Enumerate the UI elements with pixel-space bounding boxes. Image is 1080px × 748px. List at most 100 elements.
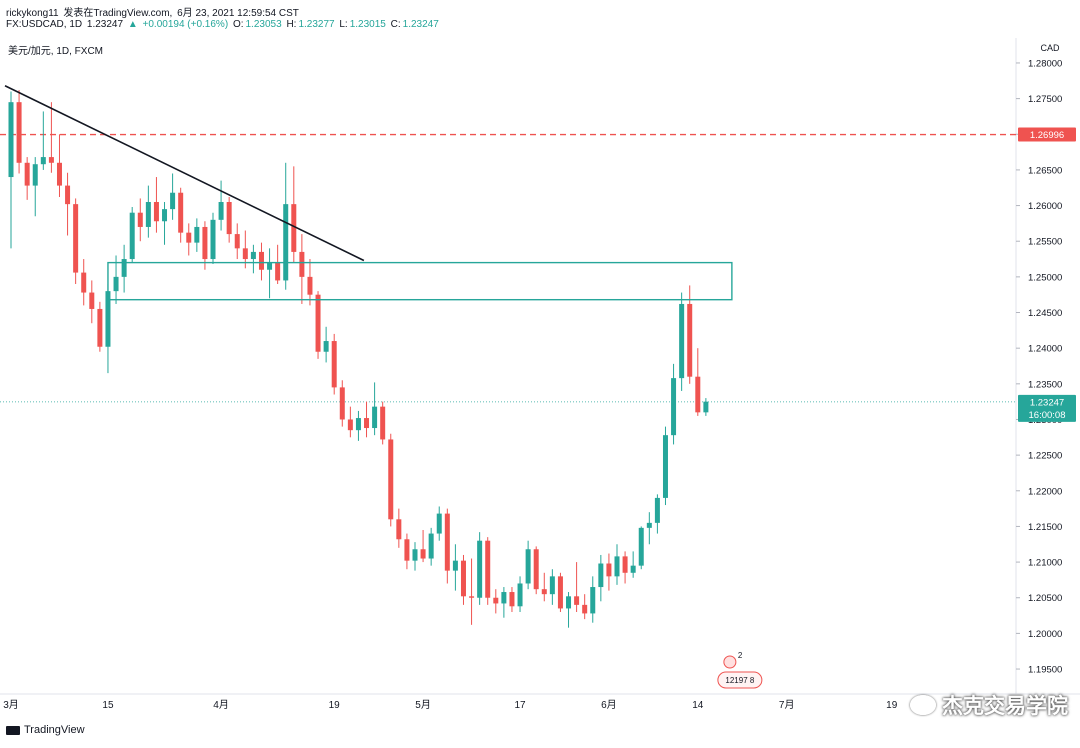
candle-body [16, 102, 22, 163]
candle-body [242, 248, 248, 260]
candle-body [170, 192, 176, 210]
tradingview-logo-icon [6, 725, 20, 735]
published-on-text: 发表在TradingView.com, [63, 8, 173, 19]
candle [404, 533, 410, 570]
candle-body [258, 251, 264, 270]
candle-body [97, 308, 103, 347]
candle [137, 198, 143, 242]
candle-body [210, 219, 216, 260]
y-tick-label: 1.26500 [1028, 165, 1062, 176]
candle-body [283, 204, 289, 281]
candle-body [137, 212, 143, 227]
candle-body [372, 406, 378, 429]
brand-watermark: 杰克交易学院 [910, 690, 1068, 720]
candle-body [48, 157, 54, 163]
x-tick-label: 4月 [213, 699, 229, 711]
candle [202, 221, 208, 270]
ohlc-line: FX:USDCAD, 1D 1.23247 ▲ +0.00194 (+0.16%… [6, 19, 441, 30]
candle [218, 180, 224, 231]
y-tick-label: 1.27500 [1028, 94, 1062, 105]
candle-body [73, 204, 79, 273]
candle [32, 157, 38, 217]
candle-body [56, 162, 62, 186]
candle [81, 259, 87, 306]
candle [485, 537, 491, 605]
publish-header: rickykong11 发表在TradingView.com, 6月 23, 2… [6, 4, 301, 19]
candle [129, 206, 135, 263]
candle-body [646, 522, 652, 528]
us-event-badge [717, 671, 763, 689]
candle [121, 244, 127, 293]
candle-body [703, 401, 709, 413]
candle [687, 285, 693, 384]
last-price-tag [1018, 394, 1076, 422]
candle-body [113, 276, 119, 292]
resistance-price-label: 1.26996 [1030, 130, 1064, 141]
candle-body [590, 587, 596, 614]
candle [517, 576, 523, 612]
consolidation-zone [107, 261, 733, 301]
downtrend-line [4, 85, 365, 262]
candle [396, 508, 402, 548]
candle-body [460, 560, 466, 597]
candle [630, 551, 636, 578]
candle [477, 532, 483, 605]
author-name[interactable]: rickykong11 [6, 8, 59, 19]
candle [679, 292, 685, 391]
candle [8, 91, 14, 249]
candle [638, 526, 644, 570]
candle-body [226, 202, 232, 235]
candle-body [275, 262, 281, 281]
candle [355, 410, 361, 441]
candle [97, 301, 103, 352]
candle-body [574, 596, 580, 605]
candle [614, 544, 620, 585]
tradingview-logo-text: TradingView [24, 724, 85, 736]
tradingview-logo: TradingView [6, 724, 85, 736]
candle-body [638, 527, 644, 566]
candle [315, 291, 321, 359]
x-tick-label: 3月 [3, 699, 19, 711]
candle [56, 134, 62, 198]
high-value: 1.23277 [298, 19, 335, 30]
candle-body [315, 294, 321, 352]
candle-body [404, 539, 410, 561]
y-tick-label: 1.23500 [1028, 379, 1062, 390]
resistance-price-tag [1018, 127, 1076, 142]
y-tick-label: 1.21000 [1028, 558, 1062, 569]
candle-body [32, 164, 38, 186]
candle-body [517, 583, 523, 607]
plot-background [0, 38, 1016, 694]
candle-body [129, 212, 135, 260]
price-chart[interactable]: 美元/加元, 1D, FXCMCAD1.280001.275001.270001… [0, 38, 1080, 714]
candle [436, 506, 442, 541]
candle-body [662, 435, 668, 498]
close-label: C: [390, 19, 401, 30]
candle-body [566, 596, 572, 609]
close-value: 1.23247 [402, 19, 439, 30]
candle [283, 162, 289, 290]
candle-body [541, 589, 547, 595]
candle-body [186, 232, 192, 243]
candle [267, 248, 273, 299]
candle-body [598, 563, 604, 588]
candle [703, 398, 709, 416]
candle-body [396, 519, 402, 540]
candle [73, 198, 79, 284]
candle-body [654, 497, 660, 523]
y-tick-label: 1.20500 [1028, 593, 1062, 604]
candle [145, 185, 151, 238]
open-value: 1.23053 [245, 19, 282, 30]
candle [533, 546, 539, 595]
change-text: +0.00194 (+0.16%) [142, 19, 229, 30]
y-tick-label: 1.25500 [1028, 237, 1062, 248]
last-price-text: 1.23247 [86, 19, 124, 30]
y-tick-label: 1.24500 [1028, 308, 1062, 319]
candle-body [194, 226, 200, 243]
candle-body [202, 226, 208, 260]
candle [662, 426, 668, 506]
event-label: 12197 8 [725, 676, 754, 685]
y-tick-label: 1.19500 [1028, 665, 1062, 676]
chart-area[interactable]: 美元/加元, 1D, FXCMCAD1.280001.275001.270001… [0, 38, 1080, 714]
candle [388, 433, 394, 527]
